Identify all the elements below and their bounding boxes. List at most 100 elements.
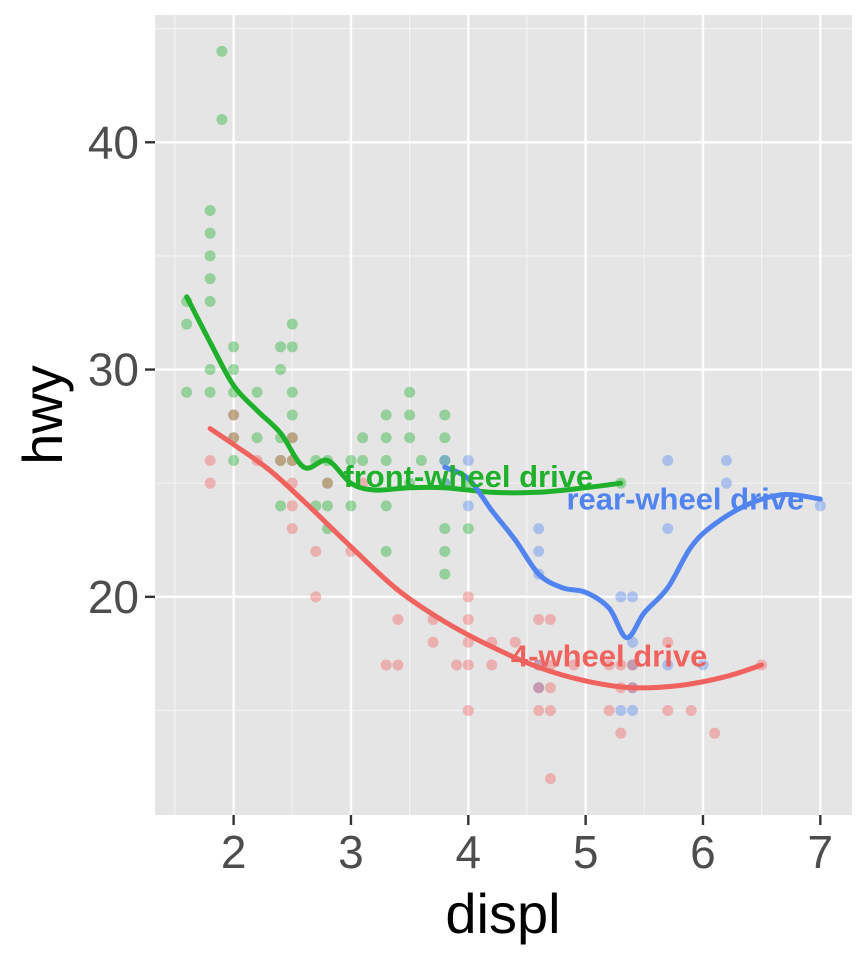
smooth-line: [184, 294, 624, 496]
data-point: [204, 273, 216, 285]
x-tick-label: 7: [808, 826, 834, 878]
smooth-line: [207, 426, 765, 691]
data-point: [404, 386, 416, 398]
x-tick-label: 2: [221, 826, 247, 878]
data-point: [544, 773, 556, 785]
y-tick-label: 20: [88, 571, 139, 623]
data-point: [321, 477, 333, 489]
data-point: [451, 659, 463, 671]
x-tick-label: 3: [338, 826, 364, 878]
data-point: [275, 454, 287, 466]
data-point: [181, 318, 193, 330]
series-label: 4-wheel drive: [511, 638, 707, 673]
data-point: [251, 386, 263, 398]
data-point: [204, 295, 216, 307]
series-label: rear-wheel drive: [566, 482, 804, 517]
data-point: [392, 614, 404, 626]
data-point: [228, 409, 240, 421]
series-label: front-wheel drive: [343, 459, 593, 494]
data-point: [814, 500, 826, 512]
data-point: [462, 704, 474, 716]
data-point: [216, 114, 228, 126]
y-tick-label: 40: [88, 116, 139, 168]
data-point: [462, 659, 474, 671]
data-point: [685, 704, 697, 716]
x-tick-label: 5: [573, 826, 599, 878]
data-point: [275, 500, 287, 512]
data-point: [380, 500, 392, 512]
data-point: [533, 704, 545, 716]
data-point: [627, 659, 639, 671]
x-axis-title: displ: [445, 882, 560, 945]
data-point: [286, 523, 298, 535]
data-point: [310, 591, 322, 603]
data-point: [533, 545, 545, 557]
data-point: [380, 659, 392, 671]
data-point: [404, 409, 416, 421]
data-point: [533, 682, 545, 694]
data-point: [380, 454, 392, 466]
y-tick-label: 30: [88, 344, 139, 396]
data-point: [286, 432, 298, 444]
y-axis: 20 30 40: [88, 116, 155, 623]
minor-gridlines: [155, 15, 852, 815]
data-point: [462, 523, 474, 535]
data-point: [286, 386, 298, 398]
data-point: [286, 409, 298, 421]
smooth-lines: [184, 294, 823, 691]
data-point: [462, 614, 474, 626]
data-point: [204, 227, 216, 239]
data-point: [228, 364, 240, 376]
data-point: [275, 364, 287, 376]
data-point: [439, 454, 451, 466]
data-point: [392, 659, 404, 671]
data-point: [181, 386, 193, 398]
plot-panel: [155, 15, 852, 815]
data-point: [404, 432, 416, 444]
data-point: [345, 454, 357, 466]
data-point: [439, 545, 451, 557]
data-point: [439, 523, 451, 535]
data-point: [662, 454, 674, 466]
data-point: [627, 636, 639, 648]
data-point: [286, 432, 298, 444]
data-point: [568, 659, 580, 671]
data-point: [357, 454, 369, 466]
data-point: [204, 364, 216, 376]
x-tick-label: 4: [456, 826, 482, 878]
data-point: [662, 523, 674, 535]
data-point: [357, 432, 369, 444]
data-point: [603, 704, 615, 716]
data-point: [380, 545, 392, 557]
data-point: [439, 568, 451, 580]
data-point: [462, 500, 474, 512]
data-point: [345, 500, 357, 512]
data-point: [286, 341, 298, 353]
data-point: [380, 432, 392, 444]
data-point: [439, 409, 451, 421]
data-point: [486, 659, 498, 671]
data-point: [321, 500, 333, 512]
data-point: [380, 409, 392, 421]
data-point: [286, 318, 298, 330]
data-point: [509, 636, 521, 648]
data-point: [415, 454, 427, 466]
data-point: [662, 636, 674, 648]
data-point: [662, 659, 674, 671]
data-point: [275, 341, 287, 353]
data-point: [533, 614, 545, 626]
data-point: [439, 432, 451, 444]
data-point: [544, 614, 556, 626]
data-point: [310, 545, 322, 557]
data-point: [204, 250, 216, 262]
x-axis: 2 3 4 5 6 7: [221, 815, 833, 878]
data-point: [615, 704, 627, 716]
data-point: [544, 659, 556, 671]
data-point: [228, 454, 240, 466]
data-point: [627, 659, 639, 671]
data-point: [462, 636, 474, 648]
data-point: [533, 523, 545, 535]
data-point: [627, 704, 639, 716]
